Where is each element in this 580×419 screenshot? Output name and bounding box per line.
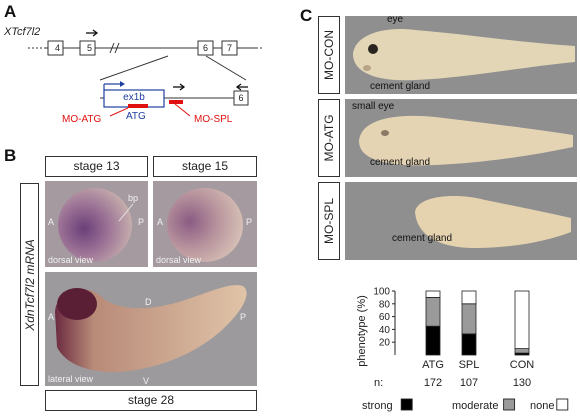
- exon-5-box: [79, 40, 96, 56]
- row-label-box-atg: MO-ATG: [318, 99, 340, 177]
- bar-none-atg: [425, 290, 441, 298]
- category-label: ATG: [422, 359, 444, 371]
- y-tick-label: 40: [379, 325, 391, 336]
- bar-moderate-spl: [461, 303, 477, 335]
- bp-label: bp: [128, 193, 139, 203]
- y-tick-label: 80: [379, 299, 391, 310]
- exon-7-box: [221, 40, 238, 56]
- row-label-con: MO-CON: [322, 30, 336, 80]
- exon-5-label: 5: [86, 43, 92, 53]
- row-label-box-con: MO-CON: [318, 16, 340, 94]
- row-label-atg: MO-ATG: [322, 114, 336, 162]
- atg-cement-gland-note: cement gland: [370, 157, 431, 168]
- b-ylabel-box: XdnTcf7l2 mRNA: [20, 183, 39, 386]
- con-eye-note: eye: [387, 14, 404, 25]
- exon-4-box: [47, 40, 64, 56]
- stage28-p: P: [240, 312, 247, 322]
- stage15-p: P: [246, 217, 253, 227]
- n-value: 172: [424, 377, 442, 389]
- stage28-embryo-photo: [45, 272, 257, 386]
- bar-moderate-con: [514, 348, 530, 354]
- row-label-box-spl: MO-SPL: [318, 182, 340, 260]
- stage13-embryo-photo: [45, 181, 148, 267]
- bar-strong-spl: [461, 333, 477, 356]
- n-label: n:: [374, 377, 383, 389]
- panel-b-letter: B: [4, 146, 17, 165]
- stage13-dorsal-view: dorsal view: [48, 255, 94, 265]
- mo-spl-mark: [169, 100, 183, 104]
- category-label: SPL: [459, 359, 480, 371]
- mo-atg-mark: [128, 104, 148, 108]
- b-ylabel: XdnTcf7l2 mRNA: [22, 238, 37, 331]
- y-tick-label: 100: [373, 287, 390, 298]
- spl-cement-gland-note: cement gland: [392, 233, 453, 244]
- atg-label: ATG: [126, 111, 146, 122]
- category-label: CON: [510, 359, 535, 371]
- y-axis-label: phenotype (%): [356, 295, 368, 367]
- bar-none-spl: [461, 290, 477, 305]
- mo-atg-label: MO-ATG: [62, 114, 102, 125]
- n-value: 107: [460, 377, 478, 389]
- zoom-exon-6-box: [233, 90, 249, 106]
- exon-6-box: [197, 40, 214, 56]
- exon-4-label: 4: [54, 43, 60, 53]
- gene-name: XTcf7l2: [4, 26, 41, 38]
- legend-swatch-moderate: [503, 398, 516, 411]
- legend-label-none: none: [530, 400, 554, 412]
- stage15-a: A: [157, 217, 164, 227]
- legend-swatch-strong: [400, 398, 413, 411]
- exon-1b-label: ex1b: [123, 92, 145, 103]
- mo-atg-tadpole-photo: [345, 99, 577, 177]
- stage15-embryo-photo: [153, 181, 257, 267]
- exon-6-label: 6: [202, 43, 208, 53]
- stage15-dorsal-view: dorsal view: [156, 255, 202, 265]
- y-tick-label: 20: [379, 338, 391, 349]
- zoom-exon-6-label: 6: [238, 93, 244, 103]
- stage13-p: P: [138, 217, 145, 227]
- mo-spl-label: MO-SPL: [194, 114, 233, 125]
- stage15-label: stage 15: [153, 156, 257, 177]
- gene-diagram: [28, 29, 262, 117]
- stage28-label: stage 28: [45, 390, 257, 411]
- legend-label-strong: strong: [362, 400, 393, 412]
- n-value: 130: [513, 377, 531, 389]
- stage13-label: stage 13: [45, 156, 148, 177]
- panel-a-letter: A: [4, 2, 17, 21]
- con-cement-gland-note: cement gland: [370, 81, 431, 92]
- bar-none-con: [514, 290, 530, 349]
- stage13-a: A: [48, 217, 55, 227]
- atg-small-eye-note: small eye: [352, 101, 395, 112]
- stage28-d: D: [145, 297, 152, 307]
- row-label-spl: MO-SPL: [322, 197, 336, 245]
- mo-spl-tadpole-photo: [345, 182, 577, 260]
- stage28-v: V: [143, 376, 150, 386]
- bar-strong-atg: [425, 325, 441, 356]
- exon-7-label: 7: [226, 43, 232, 53]
- panel-c-letter: C: [300, 6, 313, 25]
- stage28-a: A: [48, 312, 55, 322]
- legend-swatch-none: [556, 398, 569, 411]
- bar-moderate-atg: [425, 296, 441, 327]
- legend-label-moderate: moderate: [452, 400, 498, 412]
- y-tick-label: 60: [379, 312, 391, 323]
- mo-con-tadpole-photo: [345, 16, 577, 94]
- stage28-lateral-view: lateral view: [48, 374, 94, 384]
